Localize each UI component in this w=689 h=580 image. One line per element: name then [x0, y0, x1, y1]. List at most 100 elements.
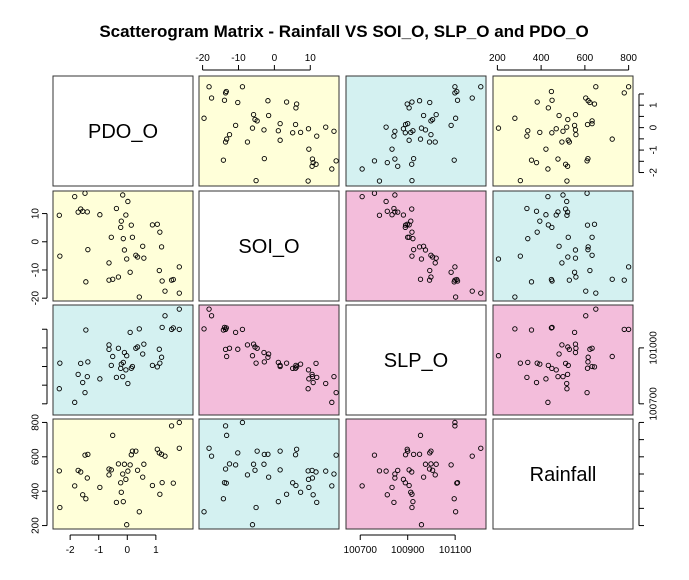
data-point [239, 326, 246, 333]
data-point [625, 326, 632, 333]
data-point [406, 482, 412, 489]
data-point [410, 451, 417, 458]
data-point [452, 419, 458, 426]
data-point [548, 325, 555, 331]
data-point [549, 224, 555, 231]
variable-label-soi-o: SOI_O [238, 236, 299, 258]
data-point [571, 269, 578, 275]
data-point [206, 84, 212, 90]
data-point [410, 247, 417, 253]
data-point [293, 446, 300, 452]
data-point [283, 491, 290, 497]
data-point [564, 198, 570, 205]
data-point [85, 359, 91, 365]
data-point [261, 155, 267, 162]
data-point [478, 445, 484, 451]
data-point [585, 155, 591, 162]
panel-soi-o-vs-slp-o [346, 191, 486, 301]
data-point [176, 326, 182, 333]
data-point [249, 522, 256, 528]
data-point [469, 95, 475, 101]
data-point [512, 115, 518, 121]
data-point [565, 234, 571, 240]
data-point [124, 522, 130, 528]
diagonal-panel-pdo-o [53, 76, 193, 186]
data-point [524, 205, 530, 212]
data-point [170, 325, 176, 331]
tick-label-rainfall-left: 800 [31, 414, 42, 431]
data-point [583, 313, 589, 319]
data-point [525, 128, 531, 134]
data-point [395, 163, 401, 169]
data-point [113, 499, 120, 506]
tick-label-rainfall-left: 400 [31, 482, 42, 499]
data-point [176, 306, 182, 312]
data-point [555, 156, 561, 162]
data-point [157, 491, 163, 497]
data-point [416, 98, 423, 104]
data-point [555, 373, 561, 380]
data-point [226, 131, 233, 138]
data-point [261, 451, 267, 458]
data-point [283, 99, 290, 105]
data-point [549, 130, 555, 136]
panel-border [198, 75, 340, 187]
data-point [265, 98, 271, 104]
data-point [120, 373, 126, 380]
data-point [404, 101, 410, 107]
data-point [124, 353, 130, 359]
data-point [572, 255, 579, 261]
data-point [292, 365, 299, 371]
data-point [305, 367, 312, 373]
data-point [56, 212, 62, 218]
data-point [585, 244, 591, 250]
data-point [566, 277, 572, 283]
data-point [310, 379, 316, 386]
data-point [106, 346, 112, 353]
data-point [427, 99, 433, 106]
data-point [297, 361, 304, 367]
data-point [265, 354, 271, 360]
diagonal-panel-slp-o [346, 305, 486, 415]
data-point [277, 363, 283, 370]
data-point [405, 120, 411, 127]
tick-label-slp-o-bottom: 100700 [344, 545, 378, 556]
data-point [84, 475, 90, 481]
data-point [223, 480, 229, 486]
data-point [235, 99, 241, 106]
data-point [141, 255, 147, 261]
data-point [534, 229, 540, 235]
data-point [110, 353, 116, 360]
data-point [410, 236, 416, 242]
data-point [571, 122, 578, 129]
data-point [115, 461, 122, 467]
data-point [553, 212, 559, 218]
data-point [140, 351, 146, 357]
data-point [290, 130, 296, 136]
data-point [410, 155, 417, 162]
panel-border [52, 418, 194, 530]
data-point [429, 254, 436, 260]
data-point [454, 480, 460, 486]
data-point [537, 218, 543, 224]
data-point [452, 115, 459, 121]
data-point [392, 475, 398, 481]
data-point [75, 371, 81, 378]
tick-label-soi-o-left: 0 [31, 239, 42, 245]
panel-border [52, 190, 194, 302]
data-point [309, 163, 315, 169]
data-point [426, 139, 433, 145]
panel-border [198, 304, 340, 416]
data-point [134, 254, 141, 260]
data-point [97, 484, 103, 491]
points-slp-o-vs-pdo-o [56, 306, 182, 405]
data-point [293, 101, 300, 107]
data-point [168, 423, 175, 429]
data-point [156, 346, 162, 352]
data-point [391, 499, 397, 506]
data-point [565, 116, 571, 123]
data-point [297, 489, 304, 495]
data-point [584, 222, 591, 228]
tick-label-soi-o-left: 10 [31, 208, 42, 220]
data-point [82, 452, 88, 458]
